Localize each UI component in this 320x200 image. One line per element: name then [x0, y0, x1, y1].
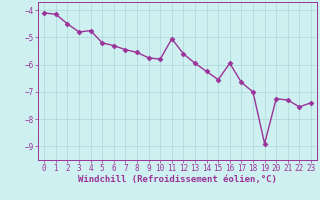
X-axis label: Windchill (Refroidissement éolien,°C): Windchill (Refroidissement éolien,°C): [78, 175, 277, 184]
